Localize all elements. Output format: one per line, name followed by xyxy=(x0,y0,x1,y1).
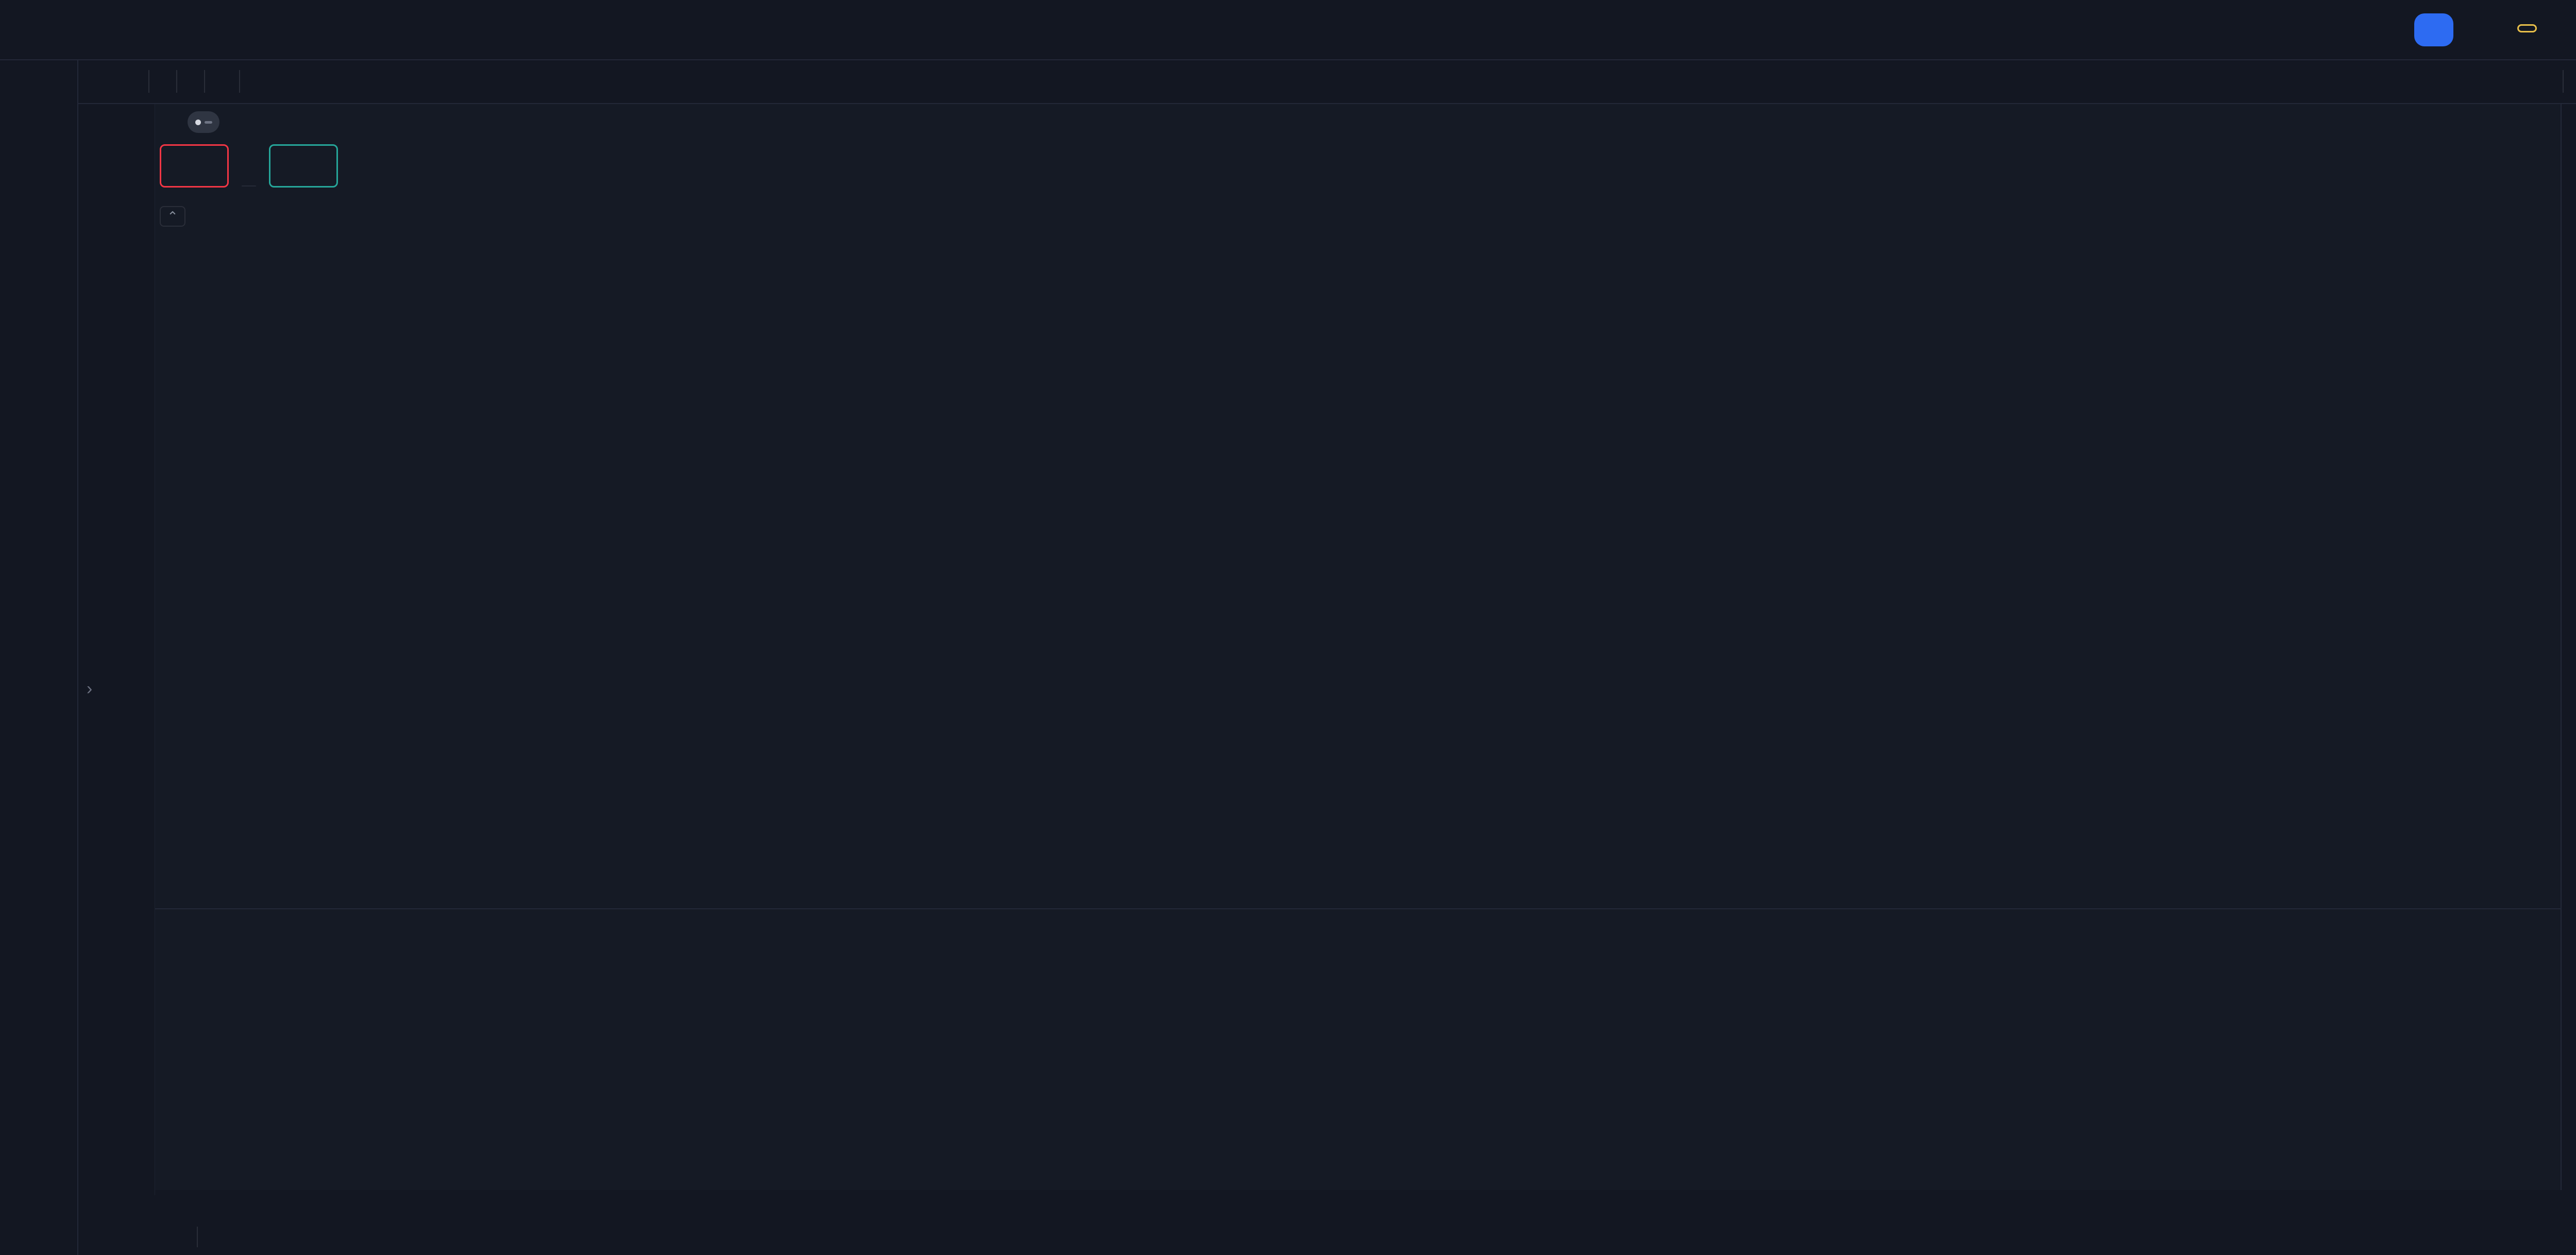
pane-separator[interactable] xyxy=(155,908,2576,909)
chart-background xyxy=(155,103,2561,1190)
quote-widget xyxy=(160,144,338,188)
rsi-chart[interactable] xyxy=(155,909,2561,1190)
toolbar-divider xyxy=(176,70,177,93)
expand-panel-chevron[interactable]: › xyxy=(87,679,93,699)
time-axis[interactable]: ⚙ xyxy=(77,1190,2576,1220)
toolbar-divider xyxy=(204,70,205,93)
chart-toolbar-right xyxy=(2534,70,2576,93)
rsi-legend xyxy=(160,919,174,938)
chart-toolbar xyxy=(77,59,2576,104)
save-layout-button[interactable] xyxy=(2548,80,2555,82)
switch-to-real-account-button[interactable] xyxy=(2414,13,2453,46)
bottom-divider xyxy=(197,1227,198,1247)
toolbar-divider xyxy=(148,70,149,93)
bottom-toolbar xyxy=(77,1219,2576,1255)
nav-sidebar xyxy=(0,59,78,1255)
price-scale[interactable] xyxy=(2561,103,2576,1190)
toolbar-divider xyxy=(2563,70,2564,93)
toolbar-divider xyxy=(239,70,240,93)
legend-menu-pill[interactable] xyxy=(188,111,219,133)
sell-button[interactable] xyxy=(160,144,229,188)
top-bar xyxy=(0,0,2576,60)
quantity-field[interactable] xyxy=(242,185,256,186)
drawing-toolbar xyxy=(77,103,155,1195)
demo-account-badge-wrap xyxy=(2517,24,2537,36)
buy-button[interactable] xyxy=(269,144,338,188)
chart-legend: ⌃ xyxy=(160,111,338,227)
legend-collapse-button[interactable]: ⌃ xyxy=(160,206,185,227)
demo-badge xyxy=(2517,24,2537,32)
price-chart[interactable] xyxy=(155,103,2561,909)
